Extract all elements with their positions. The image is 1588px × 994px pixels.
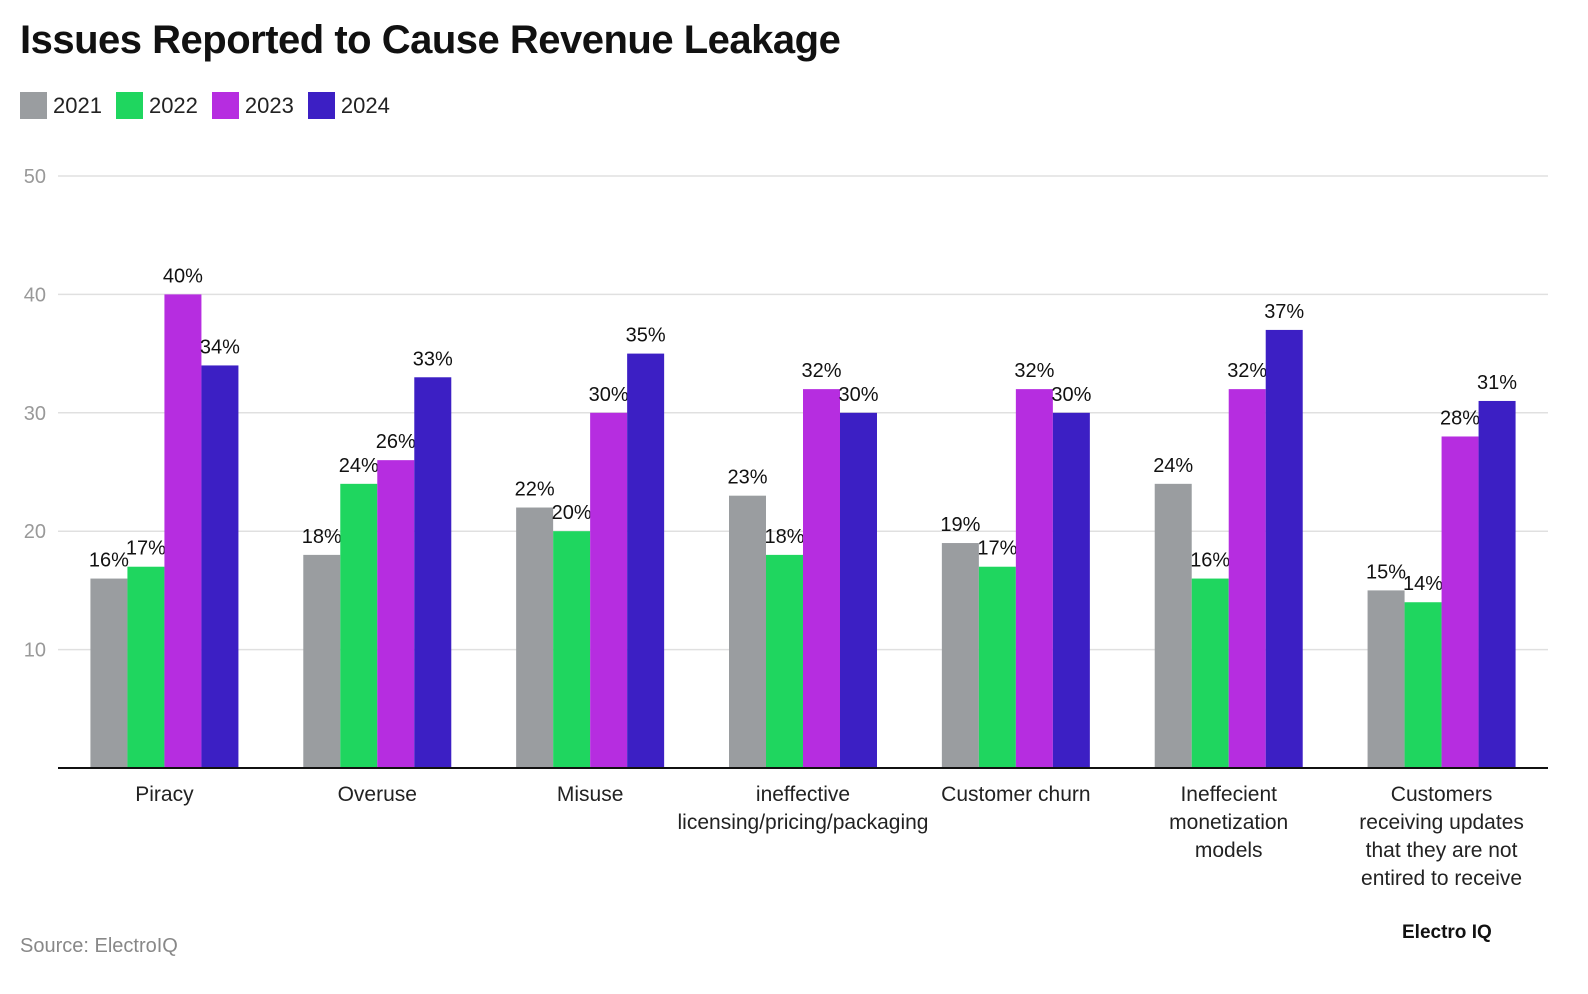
category-label: ineffective <box>756 783 850 806</box>
bar-2021 <box>516 507 554 768</box>
y-tick-label: 30 <box>24 403 46 425</box>
legend-item-2021: 2021 <box>20 92 102 119</box>
category-label: Customers <box>1391 783 1493 806</box>
data-label: 30% <box>1051 384 1091 406</box>
data-label: 17% <box>977 538 1017 560</box>
category-label: that they are not <box>1366 839 1518 862</box>
data-label: 37% <box>1264 301 1304 323</box>
legend-swatch <box>307 92 335 119</box>
category-label: monetization <box>1169 811 1288 834</box>
bar-2022 <box>1404 602 1442 768</box>
bar-2021 <box>729 495 766 768</box>
bar-2023 <box>1015 389 1053 768</box>
legend-item-2023: 2023 <box>211 92 294 119</box>
bar-2022 <box>978 566 1016 768</box>
data-label: 28% <box>1440 407 1480 429</box>
data-label: 32% <box>1014 360 1054 382</box>
category-label: Ineffecient <box>1180 783 1277 806</box>
data-label: 32% <box>801 360 841 382</box>
legend-label: 2022 <box>148 92 198 118</box>
data-label: 18% <box>764 526 804 548</box>
legend-label: 2024 <box>340 92 390 118</box>
source-note: Source: ElectroIQ <box>20 935 178 957</box>
data-label: 20% <box>552 502 592 524</box>
category-label: receiving updates <box>1359 811 1524 834</box>
category-label: Overuse <box>338 783 417 806</box>
bar-2021 <box>303 554 341 768</box>
brand-logo: Electro IQ <box>1402 922 1492 943</box>
bar-2024 <box>1052 412 1090 768</box>
bar-2021 <box>90 578 128 768</box>
data-label: 31% <box>1477 372 1517 394</box>
data-label: 15% <box>1366 561 1406 583</box>
data-label: 30% <box>589 384 629 406</box>
bar-2024 <box>1265 329 1303 768</box>
bar-2023 <box>1228 389 1266 768</box>
legend-swatch <box>20 92 47 119</box>
data-label: 30% <box>838 384 878 406</box>
bar-2024 <box>201 365 239 768</box>
data-label: 16% <box>1190 550 1230 572</box>
legend-swatch <box>211 92 239 119</box>
bar-2024 <box>1478 400 1516 768</box>
data-label: 24% <box>339 455 379 477</box>
data-label: 22% <box>515 479 555 501</box>
category-label: licensing/pricing/packaging <box>678 811 929 834</box>
data-label: 32% <box>1227 360 1267 382</box>
data-label: 26% <box>376 431 416 453</box>
chart-title: Issues Reported to Cause Revenue Leakage <box>20 18 841 62</box>
y-tick-label: 20 <box>24 521 46 543</box>
data-label: 17% <box>126 538 166 560</box>
legend-item-2024: 2024 <box>307 92 390 119</box>
category-label: Piracy <box>135 783 194 806</box>
bar-2023 <box>164 294 202 768</box>
bar-2022 <box>340 483 378 768</box>
data-label: 24% <box>1153 455 1193 477</box>
bar-2022 <box>553 531 591 768</box>
data-label: 19% <box>940 514 980 536</box>
bar-2021 <box>1154 483 1192 768</box>
bar-2024 <box>414 377 452 768</box>
bar-2022 <box>766 554 803 768</box>
data-label: 34% <box>200 336 240 358</box>
bar-2023 <box>377 460 415 768</box>
bar-2024 <box>840 412 877 768</box>
y-tick-label: 50 <box>24 166 46 188</box>
legend: 2021 2022 2023 2024 <box>20 92 390 119</box>
legend-label: 2021 <box>53 92 102 118</box>
category-label: entired to receive <box>1361 867 1522 890</box>
data-label: 14% <box>1403 573 1443 595</box>
data-label: 23% <box>727 467 767 489</box>
bar-2023 <box>1441 436 1479 768</box>
data-label: 18% <box>302 526 342 548</box>
y-tick-label: 40 <box>24 284 46 306</box>
data-label: 40% <box>163 265 203 287</box>
category-label: Customer churn <box>941 783 1090 806</box>
legend-swatch <box>115 92 143 119</box>
bar-2022 <box>1191 578 1229 768</box>
bar-2021 <box>941 543 979 768</box>
bar-2022 <box>127 566 165 768</box>
category-label: models <box>1195 839 1263 862</box>
bar-2023 <box>803 389 840 768</box>
data-label: 35% <box>626 325 666 347</box>
bar-2021 <box>1367 590 1405 768</box>
bar-2023 <box>590 412 628 768</box>
legend-item-2022: 2022 <box>115 92 198 119</box>
data-label: 33% <box>413 348 453 370</box>
bar-2024 <box>627 353 665 768</box>
y-tick-label: 10 <box>24 640 46 662</box>
category-label: Misuse <box>557 783 624 806</box>
legend-label: 2023 <box>244 92 294 118</box>
data-label: 16% <box>89 550 129 572</box>
